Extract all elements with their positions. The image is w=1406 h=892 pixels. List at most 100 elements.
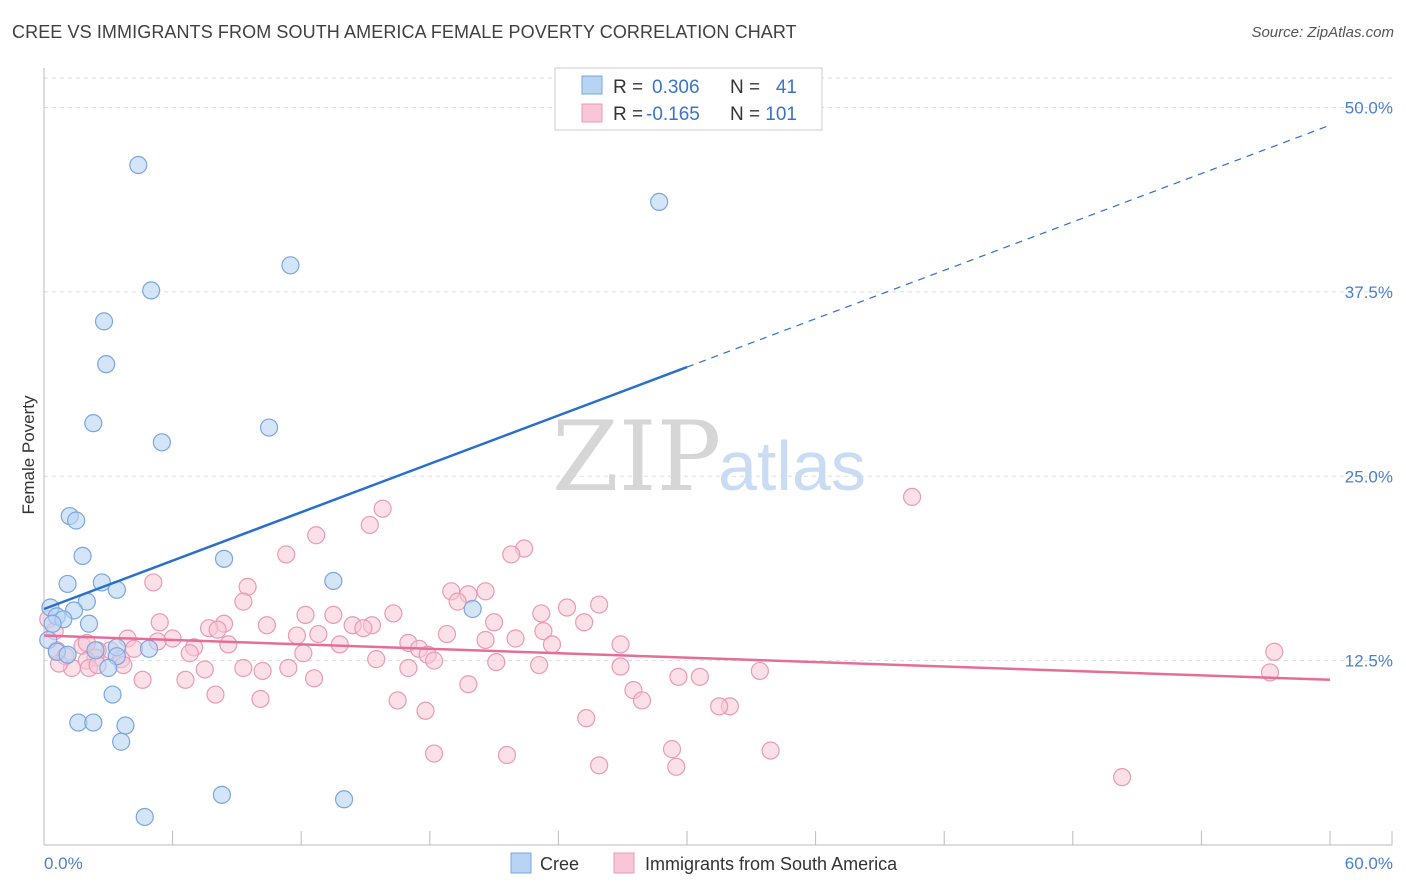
point-cree: [650, 192, 669, 211]
point-immigrants: [304, 669, 324, 688]
point-immigrants: [399, 658, 418, 678]
point-cree: [259, 418, 279, 437]
point-immigrants: [296, 605, 315, 625]
point-immigrants: [234, 658, 253, 678]
point-cree: [58, 574, 77, 594]
watermark: ZIP atlas: [552, 401, 866, 513]
point-cree: [86, 641, 105, 660]
axes: [43, 68, 1393, 846]
watermark-zip: ZIP: [552, 401, 721, 513]
point-immigrants: [219, 635, 238, 654]
point-immigrants: [448, 592, 467, 611]
point-cree: [103, 685, 122, 704]
point-immigrants: [424, 651, 444, 670]
point-cree: [281, 256, 300, 275]
legend-r-label-cree: R =: [613, 77, 643, 98]
y-tick-label: 50.0%: [1345, 99, 1393, 118]
point-cree: [135, 807, 154, 827]
bottom-legend: Cree Immigrants from South America: [510, 852, 898, 874]
point-immigrants: [309, 624, 328, 644]
point-immigrants: [534, 622, 553, 641]
point-immigrants: [1265, 642, 1284, 661]
trend-line-cree: [43, 365, 688, 611]
point-cree: [142, 281, 161, 300]
point-immigrants: [761, 741, 780, 760]
point-cree: [67, 511, 86, 530]
point-immigrants: [530, 655, 549, 675]
point-immigrants: [476, 630, 495, 650]
point-immigrants: [690, 667, 709, 686]
point-immigrants: [750, 661, 769, 681]
point-cree: [112, 732, 131, 751]
point-cree: [43, 614, 62, 633]
y-tick-labels: 12.5% 25.0% 37.5% 50.0%: [1345, 99, 1393, 671]
watermark-atlas: atlas: [718, 427, 866, 505]
point-immigrants: [251, 689, 270, 709]
point-immigrants: [150, 613, 169, 632]
top-legend: R = 0.306 N = 41 R = -0.165 N = 101: [554, 67, 823, 131]
point-immigrants: [632, 691, 652, 710]
x-tick-label: 0.0%: [44, 854, 83, 873]
point-immigrants: [506, 629, 525, 648]
point-immigrants: [502, 545, 521, 564]
point-cree: [129, 155, 148, 175]
legend-n-label-cree: N =: [730, 77, 760, 98]
point-immigrants: [557, 598, 577, 617]
point-immigrants: [234, 592, 253, 611]
bottom-legend-swatch-cree: [510, 852, 532, 874]
gridlines: [44, 77, 1392, 662]
point-cree: [116, 716, 135, 735]
trend-line-cree-extension: [686, 124, 1331, 368]
legend-swatch-imm: [581, 103, 603, 123]
legend-swatch-cree: [581, 75, 603, 95]
point-immigrants: [487, 652, 506, 672]
point-immigrants: [577, 709, 596, 728]
legend-n-value-cree: 41: [776, 77, 797, 98]
point-immigrants: [662, 740, 682, 759]
chart-title: CREE VS IMMIGRANTS FROM SOUTH AMERICA FE…: [12, 22, 797, 42]
legend-r-label-imm: R =: [613, 104, 643, 125]
bottom-legend-label-imm: Immigrants from South America: [645, 854, 898, 874]
point-cree: [73, 546, 92, 566]
y-tick-label: 12.5%: [1345, 652, 1393, 671]
x-tick-labels: 0.0% 60.0%: [44, 854, 1393, 873]
point-immigrants: [1112, 768, 1132, 787]
point-immigrants: [354, 619, 373, 638]
point-immigrants: [287, 626, 307, 645]
legend-n-value-imm: 101: [765, 104, 797, 125]
y-axis-label: Female Poverty: [19, 395, 38, 515]
point-immigrants: [208, 620, 227, 639]
point-immigrants: [611, 657, 630, 676]
y-tick-label: 25.0%: [1345, 467, 1393, 486]
point-immigrants: [437, 624, 457, 644]
point-immigrants: [476, 582, 495, 601]
point-immigrants: [367, 650, 386, 669]
point-immigrants: [373, 499, 392, 518]
point-cree: [84, 414, 103, 433]
legend-r-value-cree: 0.306: [652, 77, 700, 98]
point-cree: [152, 433, 171, 452]
point-immigrants: [497, 745, 517, 765]
point-immigrants: [360, 515, 379, 535]
point-cree: [94, 312, 114, 331]
point-immigrants: [384, 604, 403, 623]
point-immigrants: [590, 756, 609, 775]
point-immigrants: [669, 667, 688, 686]
point-immigrants: [279, 658, 298, 678]
legend-n-label-imm: N =: [730, 104, 760, 125]
point-immigrants: [575, 613, 594, 632]
point-immigrants: [180, 644, 199, 663]
point-cree: [463, 599, 482, 619]
bottom-legend-swatch-imm: [613, 852, 635, 874]
point-cree: [214, 549, 234, 568]
point-immigrants: [424, 744, 444, 763]
point-immigrants: [307, 526, 326, 545]
point-immigrants: [195, 660, 214, 679]
series-immigrants-points: [39, 487, 1284, 787]
point-cree: [334, 790, 354, 809]
point-immigrants: [253, 661, 272, 681]
x-tick-label: 60.0%: [1345, 854, 1393, 873]
point-immigrants: [416, 701, 435, 720]
point-immigrants: [532, 604, 551, 623]
